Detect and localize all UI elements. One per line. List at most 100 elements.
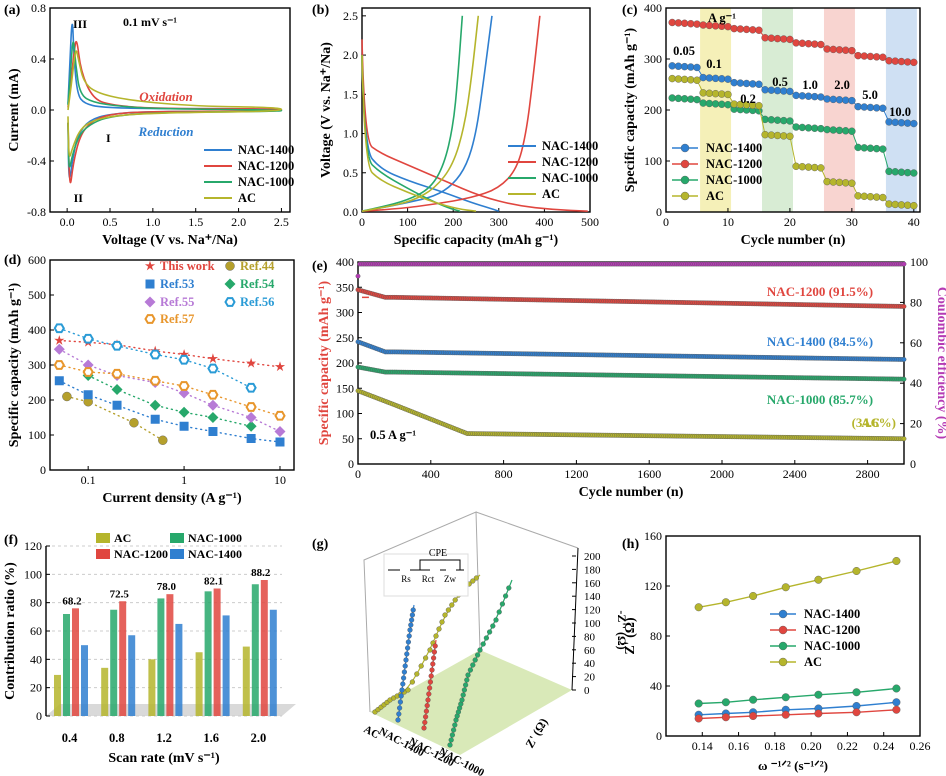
rate-point-ac [835,178,844,187]
warburg-point-nac1200 [721,713,730,722]
rate-point-nac1200 [680,19,689,27]
nyquist-point-nac1200 [431,655,437,661]
panel-e-xtick-label: 0 [355,467,361,481]
nyquist-point-nac1400 [405,645,411,651]
warburg-point-nac1000 [749,695,758,704]
panel-a-legend-label: NAC-1000 [238,175,294,189]
cycle-point-pink [901,261,907,267]
panel-c-xtick-label: 10 [722,215,734,229]
panel-e-ytick-label: 250 [336,331,354,345]
rate-point-nac1000 [848,127,856,135]
rate-point-ac [903,201,912,209]
comparison-point [207,412,219,423]
gcd-charge-ac [361,15,480,213]
warburg-point-nac1000 [694,699,703,708]
nyquist-point-nac1400 [397,699,404,705]
warburg-point-nac1200 [892,705,901,714]
rate-point-nac1400 [742,79,751,88]
rate-point-nac1200 [835,46,844,54]
legend-marker [224,278,236,290]
rate-point-nac1200 [823,45,831,53]
panel-d-ytick-label: 200 [28,393,46,407]
rate-point-nac1000 [810,124,819,132]
panel-c-xtick-label: 0 [663,215,669,229]
rate-band [885,8,917,212]
bar-nac1200 [72,608,79,716]
panel-a-ylabel: Current (mA) [7,68,22,152]
nyquist-point-nac1400 [401,669,408,675]
nyquist-point-nac1000 [451,727,457,733]
comparison-point [207,353,219,364]
gcd-discharge-ac [361,55,477,213]
warburg-point-nac1000 [892,684,901,693]
panel-b-ytick-label: 0.0 [343,205,358,219]
nyquist-point-ac [414,671,420,677]
comparison-line [66,395,164,441]
panel-b-ytick-label: 2.5 [343,9,358,23]
panel-d-ytick-label: 500 [28,288,46,302]
rate-band [823,8,855,212]
panel-g-tag: (g) [312,537,329,552]
panel-b-ytick-label: 1.5 [343,87,358,101]
rate-label: 2.0 [834,78,850,92]
bar-nac1400 [222,615,230,716]
rate-point-ac [817,164,825,172]
nyquist-point-ac [427,647,433,653]
comparison-point [178,381,190,391]
cycle-point-nac1200 [901,304,907,309]
rate-point-nac1400 [792,91,800,100]
panel-h-ytick-label: 120 [644,579,662,593]
panel-c-ytick-label: 300 [644,52,662,66]
legend-swatch [96,533,110,543]
rate-point-nac1200 [674,19,683,27]
warburg-point-nac1400 [892,698,901,707]
rate-label: 10.0 [889,105,911,119]
panel-f-xlabel: Scan rate (mV s⁻¹) [108,751,220,766]
panel-c-legend-label: NAC-1200 [706,157,762,171]
nyquist-point-nac1000 [452,722,458,728]
z-tick-label: 140 [584,591,601,603]
panel-h-ytick-label: 80 [650,629,662,643]
rate-point-nac1200 [804,40,813,48]
nyquist-point-nac1400 [402,663,408,669]
nyquist-point-nac1000 [506,585,512,591]
rate-point-nac1400 [860,103,868,111]
comparison-point [62,391,72,402]
warburg-point-nac1000 [721,698,730,707]
cycle-point-ac [901,436,907,442]
panel-e-ytick2-label: 100 [910,255,928,269]
legend-label: Ref.55 [160,295,194,309]
nyquist-point-nac1000 [448,737,454,743]
circuit-cpe: CPE [429,548,447,559]
comparison-point [245,382,257,393]
panel-h-legend-marker [778,641,788,651]
nyquist-point-nac1000 [464,677,470,683]
panel-d-ytick-label: 600 [28,253,46,267]
bar-value-label: 88.2 [251,567,271,579]
comparison-point [111,384,123,395]
rate-point-ac [687,76,695,84]
rate-point-nac1200 [817,40,825,49]
gcd-charge-nac1200 [361,15,541,213]
rate-point-nac1000 [767,116,776,124]
rate-point-nac1400 [668,62,676,70]
panel-e-ylabel2: Coulombic efficiency (%) [934,287,946,440]
rate-point-nac1200 [810,40,819,48]
rate-point-nac1200 [891,57,899,65]
legend-label: NAC-1400 [188,547,242,561]
circuit-wire [388,559,464,571]
warburg-point-nac1000 [781,693,790,702]
rate-point-nac1400 [674,62,683,70]
bar-nac1000 [204,591,212,716]
rate-point-ac [885,200,893,208]
comparison-point [54,376,64,386]
panel-b-legend-label: NAC-1200 [542,155,598,169]
panel-c-legend-marker [680,191,690,201]
panel-a-tag: (a) [4,3,21,18]
comparison-line [58,380,281,443]
rate-point-nac1200 [773,34,782,43]
rate-point-nac1400 [903,119,912,127]
panel-f-tag: (f) [4,533,18,548]
nyquist-point-nac1000 [487,629,493,635]
z-axis [571,547,579,691]
